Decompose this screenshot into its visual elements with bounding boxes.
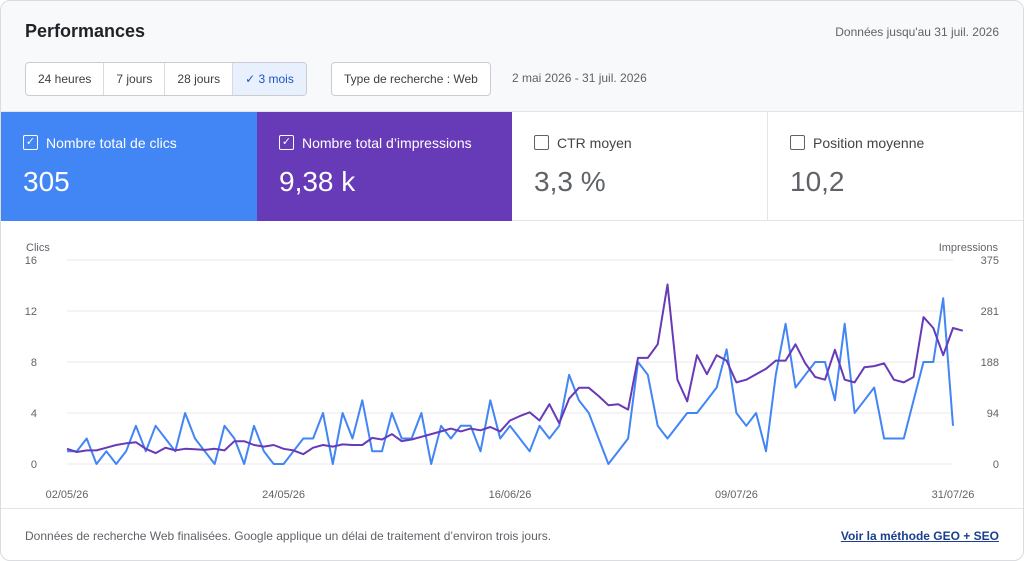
left-tick-label: 0: [31, 459, 37, 471]
x-tick-label: 02/05/26: [46, 489, 89, 501]
page-title: Performances: [25, 21, 146, 41]
metric-value: 305: [23, 166, 70, 197]
period-24h-button[interactable]: 24 heures: [26, 63, 105, 95]
performance-chart: 16 375 12 281 8 188 4 94 0 0 02/05/26 24/05/26 16/06…: [1, 222, 1023, 507]
metric-total-impressions[interactable]: ✓ Nombre total d’impressions 9,38 k: [257, 112, 512, 221]
metric-label: Nombre total d’impressions: [302, 135, 472, 151]
metric-label: CTR moyen: [557, 135, 632, 151]
left-tick-label: 16: [25, 255, 37, 267]
series-line-clics: [67, 297, 954, 465]
metric-average-position[interactable]: Position moyenne 10,2: [768, 112, 1022, 221]
left-tick-label: 12: [25, 306, 37, 318]
metric-value: 9,38 k: [279, 166, 356, 197]
method-link[interactable]: Voir la méthode GEO + SEO: [840, 529, 999, 543]
checkbox-unchecked-icon[interactable]: [534, 135, 549, 150]
data-until-label: Données jusqu'au 31 juil. 2026: [835, 25, 999, 39]
metrics-row: ✓ Nombre total de clics 305 ✓ Nombre tot…: [1, 112, 1023, 221]
x-tick-label: 24/05/26: [262, 489, 305, 501]
chart-svg: 16 375 12 281 8 188 4 94 0 0 02/05/26 24/05/26 16/06…: [25, 255, 999, 501]
checkbox-checked-icon[interactable]: ✓: [23, 135, 38, 150]
period-3m-button[interactable]: ✓ 3 mois: [233, 63, 306, 95]
right-tick-label: 94: [987, 408, 999, 420]
right-tick-label: 0: [993, 459, 999, 471]
period-28d-button[interactable]: 28 jours: [165, 63, 234, 95]
metric-value: 3,3 %: [534, 166, 606, 197]
footer: Données de recherche Web finalisées. Goo…: [1, 508, 1023, 560]
right-tick-label: 281: [981, 306, 999, 318]
x-tick-label: 09/07/26: [715, 489, 758, 501]
metric-value: 10,2: [790, 166, 845, 197]
right-tick-label: 375: [981, 255, 999, 267]
right-axis-title: Impressions: [938, 242, 998, 254]
metric-label: Position moyenne: [813, 135, 925, 151]
period-7d-button[interactable]: 7 jours: [104, 63, 166, 95]
x-tick-label: 31/07/26: [932, 489, 975, 501]
left-tick-label: 8: [31, 357, 37, 369]
x-tick-label: 16/06/26: [489, 489, 532, 501]
left-axis-title: Clics: [26, 242, 50, 254]
date-range-label: 2 mai 2026 - 31 juil. 2026: [512, 71, 647, 85]
search-type-dropdown[interactable]: Type de recherche : Web: [331, 62, 491, 96]
metric-total-clicks[interactable]: ✓ Nombre total de clics 305: [1, 112, 257, 221]
checkbox-unchecked-icon[interactable]: [790, 135, 805, 150]
series-line-impressions: [66, 283, 964, 456]
performance-header: Performances Données jusqu'au 31 juil. 2…: [1, 1, 1023, 112]
footer-note: Données de recherche Web finalisées. Goo…: [25, 529, 552, 543]
period-selector: 24 heures 7 jours 28 jours ✓ 3 mois: [25, 62, 307, 96]
metric-average-ctr[interactable]: CTR moyen 3,3 %: [512, 112, 768, 221]
checkbox-checked-icon[interactable]: ✓: [279, 135, 294, 150]
left-tick-label: 4: [31, 408, 37, 420]
metric-label: Nombre total de clics: [46, 135, 177, 151]
right-tick-label: 188: [981, 357, 999, 369]
